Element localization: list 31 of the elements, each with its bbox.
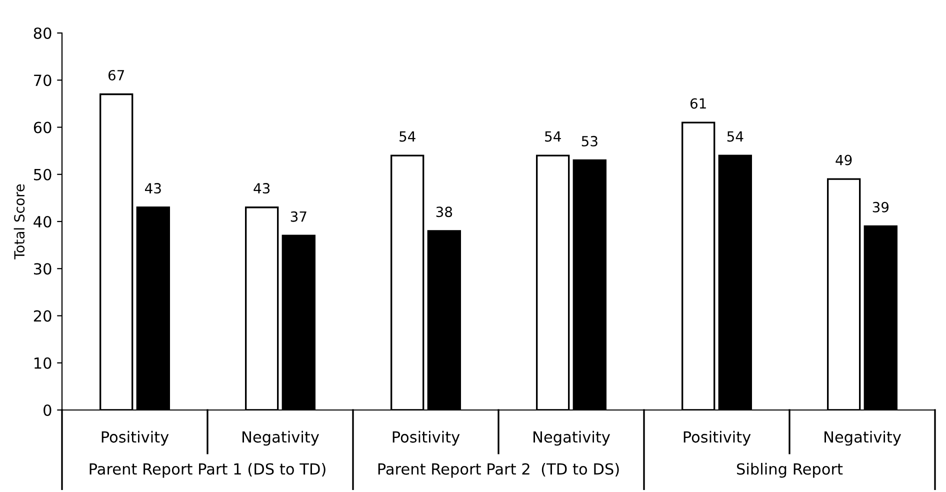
data-label: 54 xyxy=(400,131,416,142)
y-axis-title: Total Score xyxy=(14,184,25,260)
data-label: 53 xyxy=(582,136,598,146)
data-label: 43 xyxy=(254,183,270,194)
x-tick-label: Negativity xyxy=(242,430,320,446)
data-label: 39 xyxy=(872,202,889,212)
data-label: 61 xyxy=(690,98,706,109)
x-tick-label: Negativity xyxy=(824,430,902,446)
y-tick-label: 80 xyxy=(34,27,52,40)
x-tick-label: Negativity xyxy=(534,430,610,446)
data-label: 38 xyxy=(436,206,452,218)
y-tick-label: 70 xyxy=(34,74,52,86)
text: Parent Report Part 2 (TD to DS) xyxy=(378,462,619,478)
y-tick-label: 20 xyxy=(34,310,52,322)
data-label: 49 xyxy=(836,154,852,166)
text: Parent Report Part 1 (DS to TD) xyxy=(90,462,326,478)
data-label: 54 xyxy=(727,131,744,142)
y-tick-label: 40 xyxy=(34,216,52,228)
text: Sibling Report xyxy=(737,462,843,478)
x-tick-label: Positivity xyxy=(392,430,460,446)
x-tick-label: Positivity xyxy=(102,430,169,446)
data-label: 54 xyxy=(545,131,561,142)
data-label: 43 xyxy=(145,183,161,194)
y-tick-label: 0 xyxy=(44,404,52,416)
y-tick-label: 10 xyxy=(34,357,52,369)
y-tick-label: 50 xyxy=(34,168,52,180)
data-label: 67 xyxy=(108,70,124,80)
data-label: 37 xyxy=(290,211,306,222)
y-tick-label: 60 xyxy=(34,122,52,134)
y-tick-label: 30 xyxy=(34,263,52,275)
x-tick-label: Positivity xyxy=(684,430,751,446)
